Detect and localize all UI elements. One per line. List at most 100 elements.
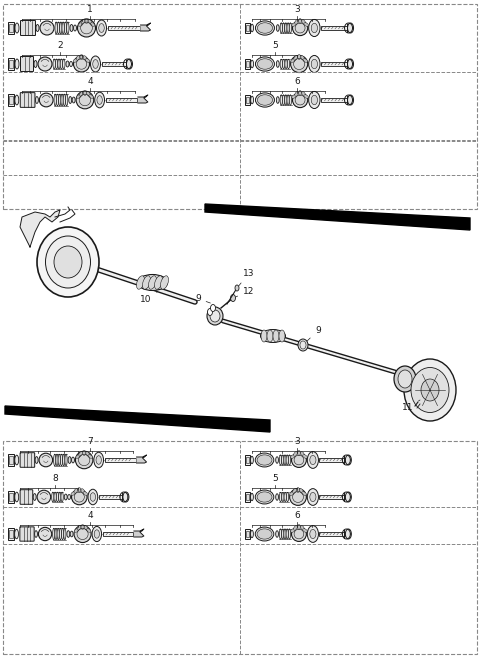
Ellipse shape — [303, 529, 307, 532]
Ellipse shape — [299, 19, 301, 23]
Ellipse shape — [255, 93, 275, 107]
Ellipse shape — [160, 276, 168, 289]
Ellipse shape — [39, 453, 53, 467]
Ellipse shape — [301, 56, 304, 60]
Bar — [9, 24, 13, 32]
Ellipse shape — [35, 531, 37, 538]
Ellipse shape — [72, 489, 87, 504]
Ellipse shape — [251, 24, 253, 32]
FancyBboxPatch shape — [21, 21, 36, 36]
Bar — [8, 94, 14, 106]
Ellipse shape — [291, 526, 306, 542]
Ellipse shape — [54, 246, 82, 278]
Bar — [8, 454, 14, 466]
Bar — [246, 25, 249, 30]
Ellipse shape — [257, 95, 273, 105]
Bar — [319, 495, 346, 499]
Ellipse shape — [155, 276, 163, 289]
Bar — [321, 98, 348, 102]
Ellipse shape — [283, 60, 285, 69]
Ellipse shape — [279, 330, 285, 342]
Ellipse shape — [148, 276, 156, 289]
Text: 11: 11 — [402, 400, 420, 412]
FancyBboxPatch shape — [20, 527, 34, 541]
Ellipse shape — [85, 19, 88, 23]
Ellipse shape — [311, 95, 317, 105]
Ellipse shape — [80, 91, 83, 96]
Ellipse shape — [123, 492, 129, 502]
Ellipse shape — [88, 455, 93, 458]
Bar — [319, 532, 346, 536]
Ellipse shape — [40, 21, 54, 35]
Ellipse shape — [309, 19, 320, 36]
Ellipse shape — [15, 95, 19, 105]
Ellipse shape — [280, 60, 283, 69]
Ellipse shape — [61, 94, 63, 106]
Ellipse shape — [72, 97, 75, 103]
Ellipse shape — [300, 341, 306, 349]
Text: 8: 8 — [52, 474, 58, 483]
Ellipse shape — [56, 94, 59, 106]
Ellipse shape — [54, 454, 56, 466]
Ellipse shape — [310, 455, 316, 465]
Ellipse shape — [302, 20, 305, 24]
Text: 7: 7 — [87, 437, 93, 446]
Text: 3: 3 — [294, 437, 300, 446]
Ellipse shape — [46, 236, 91, 288]
Ellipse shape — [70, 62, 72, 66]
Ellipse shape — [84, 91, 86, 95]
Ellipse shape — [288, 529, 290, 539]
Ellipse shape — [286, 529, 288, 539]
Ellipse shape — [300, 451, 304, 456]
Bar — [9, 456, 13, 464]
Ellipse shape — [55, 22, 57, 34]
Ellipse shape — [36, 97, 38, 103]
Ellipse shape — [411, 367, 449, 412]
Bar — [246, 457, 249, 463]
Ellipse shape — [307, 451, 318, 469]
Ellipse shape — [286, 455, 288, 465]
Ellipse shape — [96, 20, 107, 36]
Ellipse shape — [280, 23, 282, 33]
Polygon shape — [138, 95, 148, 103]
Ellipse shape — [96, 455, 101, 464]
Ellipse shape — [92, 526, 102, 542]
Ellipse shape — [290, 455, 295, 458]
Ellipse shape — [348, 95, 354, 105]
Ellipse shape — [37, 227, 99, 297]
Ellipse shape — [86, 91, 90, 96]
Ellipse shape — [251, 493, 253, 500]
Ellipse shape — [61, 528, 64, 540]
Ellipse shape — [33, 494, 36, 500]
FancyBboxPatch shape — [20, 490, 33, 504]
Ellipse shape — [287, 23, 289, 33]
FancyBboxPatch shape — [20, 453, 35, 467]
Bar — [3, 441, 477, 654]
Ellipse shape — [88, 489, 98, 504]
Ellipse shape — [69, 97, 72, 103]
Ellipse shape — [292, 23, 296, 26]
Text: 9: 9 — [195, 294, 210, 303]
Ellipse shape — [303, 59, 308, 62]
Ellipse shape — [68, 457, 71, 463]
Ellipse shape — [91, 56, 100, 72]
Ellipse shape — [302, 492, 306, 495]
Ellipse shape — [290, 56, 308, 73]
Ellipse shape — [307, 526, 318, 542]
Bar — [245, 455, 250, 465]
Ellipse shape — [289, 95, 291, 105]
Ellipse shape — [15, 492, 19, 502]
Ellipse shape — [304, 23, 309, 26]
Ellipse shape — [267, 330, 273, 342]
Ellipse shape — [89, 95, 93, 98]
Bar — [246, 495, 249, 500]
Ellipse shape — [76, 56, 80, 60]
Ellipse shape — [90, 493, 96, 501]
Ellipse shape — [346, 455, 351, 465]
Bar — [8, 58, 14, 70]
Ellipse shape — [64, 22, 67, 34]
Ellipse shape — [421, 379, 439, 401]
Ellipse shape — [59, 492, 61, 502]
FancyBboxPatch shape — [21, 56, 34, 71]
Ellipse shape — [38, 57, 52, 71]
